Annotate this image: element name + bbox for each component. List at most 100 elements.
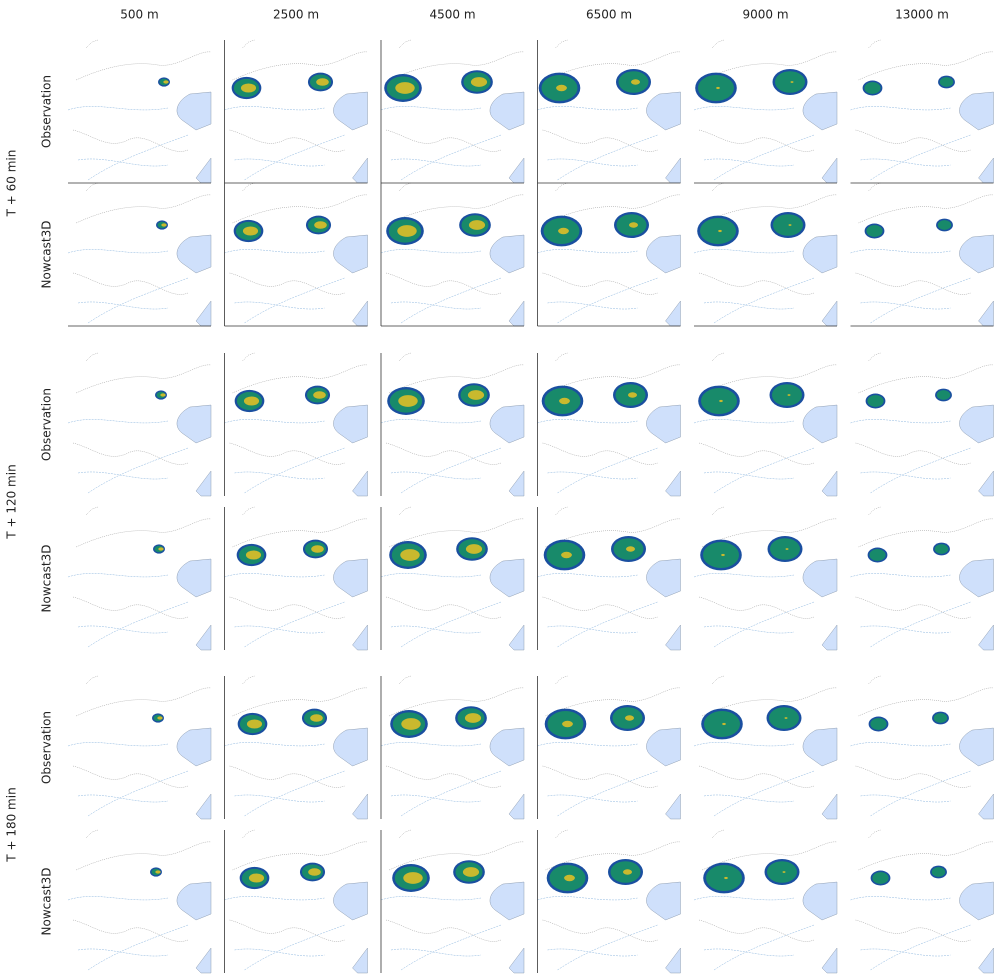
- row-label: Observation: [40, 75, 54, 148]
- lake: [333, 91, 368, 131]
- coastline: [72, 39, 212, 152]
- river: [224, 573, 345, 648]
- storm-core: [722, 722, 726, 726]
- coastline: [698, 352, 838, 465]
- storm-core: [558, 227, 569, 235]
- lake: [176, 404, 212, 444]
- storm-core: [467, 390, 485, 400]
- river: [537, 106, 658, 181]
- storm-core: [785, 548, 789, 550]
- storm-core: [628, 392, 637, 398]
- map-panel: [67, 182, 212, 327]
- storm-core: [631, 79, 640, 85]
- map-panel: [537, 352, 681, 497]
- river: [380, 249, 502, 324]
- map-panel: [380, 506, 525, 651]
- river: [693, 249, 815, 324]
- lake: [646, 727, 681, 767]
- storm-core: [403, 872, 423, 884]
- coastline: [698, 182, 838, 295]
- river: [224, 419, 345, 494]
- storm-core: [562, 720, 573, 728]
- storm: [870, 718, 887, 730]
- storm: [770, 538, 800, 560]
- lake: [802, 91, 838, 131]
- storm-core: [316, 78, 329, 86]
- river: [693, 896, 815, 971]
- storm-core: [462, 867, 480, 877]
- lake: [333, 404, 368, 444]
- river: [537, 573, 658, 648]
- coastline: [385, 675, 525, 788]
- lake: [665, 470, 681, 497]
- storm-core: [245, 550, 262, 560]
- river: [850, 419, 971, 494]
- river: [850, 896, 971, 971]
- coastline: [385, 506, 525, 619]
- column-header: 2500 m: [273, 8, 319, 22]
- storm-core: [308, 868, 321, 876]
- storm-core: [398, 395, 418, 407]
- lake: [333, 234, 368, 274]
- map-panel: [693, 39, 838, 184]
- river: [224, 249, 345, 324]
- lake: [489, 727, 525, 767]
- lake: [665, 947, 681, 974]
- lake: [978, 624, 994, 651]
- lake: [333, 881, 368, 921]
- coastline: [385, 182, 525, 295]
- storm: [866, 225, 883, 237]
- storm-core: [243, 396, 260, 406]
- lake: [176, 727, 212, 767]
- storm-core: [246, 719, 263, 729]
- map-panel: [380, 352, 525, 497]
- river: [693, 419, 815, 494]
- storm: [773, 214, 803, 236]
- lake: [489, 404, 525, 444]
- lake: [176, 234, 212, 274]
- column-header: 4500 m: [429, 8, 475, 22]
- map-panel: [850, 675, 994, 820]
- map-panel: [850, 829, 994, 974]
- map-panel: [693, 675, 838, 820]
- coastline: [855, 182, 994, 295]
- map-panel: [537, 39, 681, 184]
- lake: [959, 558, 994, 598]
- lake: [508, 793, 525, 820]
- river: [537, 742, 658, 817]
- row-label: Nowcast3D: [40, 221, 54, 289]
- lake: [978, 470, 994, 497]
- storm: [700, 218, 736, 244]
- coastline: [542, 506, 681, 619]
- river: [67, 106, 189, 181]
- lake: [802, 881, 838, 921]
- river: [380, 573, 502, 648]
- lake: [646, 91, 681, 131]
- coastline: [229, 39, 368, 152]
- lake: [646, 404, 681, 444]
- river: [67, 742, 189, 817]
- lake: [959, 234, 994, 274]
- river: [537, 419, 658, 494]
- coastline: [698, 506, 838, 619]
- map-panel: [537, 182, 681, 327]
- storm-core: [465, 544, 483, 554]
- lake: [195, 624, 212, 651]
- storm-core: [240, 83, 257, 93]
- storm: [769, 707, 799, 729]
- lake: [352, 947, 368, 974]
- map-panel: [537, 675, 681, 820]
- map-panel: [850, 506, 994, 651]
- storm-core: [401, 718, 421, 730]
- lake: [333, 558, 368, 598]
- storm-core: [623, 869, 632, 875]
- coastline: [72, 352, 212, 465]
- coastline: [229, 352, 368, 465]
- storm: [767, 861, 797, 883]
- river: [380, 106, 502, 181]
- lake: [508, 470, 525, 497]
- storm-core: [313, 391, 326, 399]
- lake: [802, 727, 838, 767]
- lake: [352, 470, 368, 497]
- river: [537, 896, 658, 971]
